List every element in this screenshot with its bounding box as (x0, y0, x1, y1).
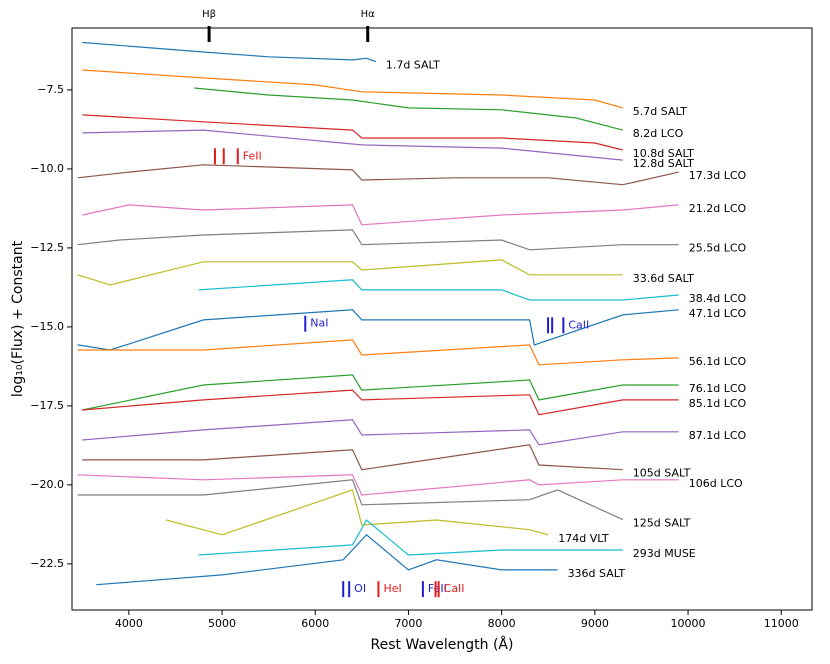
x-tick-label: 5000 (208, 617, 236, 630)
y-tick-label: −20.0 (30, 478, 64, 491)
line-marker-label: OI (354, 582, 366, 595)
series-label: 38.4d LCO (689, 292, 747, 305)
x-tick-label: 11000 (764, 617, 799, 630)
series-label: 1.7d SALT (386, 58, 440, 71)
spectrum (82, 69, 623, 109)
series-label: 5.7d SALT (633, 105, 687, 118)
series-label: 293d MUSE (633, 547, 696, 560)
spectrum (77, 339, 679, 366)
spectrum (82, 419, 679, 446)
series-label: 76.1d LCO (689, 382, 747, 395)
line-marker-label: FeII (243, 149, 262, 162)
y-tick-label: −22.5 (30, 557, 64, 570)
series-label: 85.1d LCO (689, 397, 747, 410)
x-tick-label: 6000 (301, 617, 329, 630)
series-label: 25.5d LCO (689, 242, 747, 255)
series-label: 17.3d LCO (689, 169, 747, 182)
spectrum (194, 87, 623, 131)
line-marker-label: FeII (428, 582, 447, 595)
line-marker-label: CaII (568, 318, 589, 331)
x-tick-label: 7000 (394, 617, 422, 630)
plot-frame (71, 27, 813, 611)
series-label: 87.1d LCO (689, 429, 747, 442)
spectrum (165, 489, 549, 536)
spectrum (77, 229, 679, 251)
spectrum (82, 444, 623, 471)
y-tick-label: −15.0 (30, 320, 64, 333)
spectrum (77, 479, 624, 521)
spectrum (82, 129, 623, 161)
line-marker-label: NaI (310, 317, 328, 330)
series-label: 47.1d LCO (689, 307, 747, 320)
series-label: 336d SALT (568, 567, 626, 580)
y-tick-label: −10.0 (30, 162, 64, 175)
spectrum (96, 533, 558, 586)
x-tick-label: 10000 (671, 617, 706, 630)
series-label: 33.6d SALT (633, 272, 694, 285)
spectrum (82, 204, 679, 226)
x-tick-label: 4000 (115, 617, 143, 630)
x-axis-label: Rest Wavelength (Å) (371, 636, 514, 653)
series-label: 12.8d SALT (633, 157, 694, 170)
top-line-label: Hα (361, 9, 376, 20)
y-axis-label: log₁₀(Flux) + Constant (10, 240, 26, 397)
y-tick-label: −17.5 (30, 399, 64, 412)
spectrum (77, 259, 623, 286)
x-tick-label: 8000 (488, 617, 516, 630)
series-label: 125d SALT (633, 517, 691, 530)
spectrum (82, 41, 376, 63)
series-label: 106d LCO (689, 477, 743, 490)
series-label: 21.2d LCO (689, 202, 747, 215)
line-marker-label: HeI (383, 582, 401, 595)
series-label: 10.8d SALT (633, 147, 694, 160)
top-line-label: Hβ (202, 9, 216, 20)
spectrum (77, 474, 679, 496)
spectrum (77, 164, 679, 186)
spectrum (198, 279, 679, 301)
series-label: 174d VLT (558, 532, 609, 545)
y-tick-label: −7.5 (37, 83, 64, 96)
series-label: 8.2d LCO (633, 127, 684, 140)
spectrum (82, 389, 679, 416)
spectrum (82, 114, 623, 151)
series-label: 105d SALT (633, 467, 691, 480)
line-marker-label: CaII (444, 582, 465, 595)
spectrum (82, 374, 679, 411)
x-tick-label: 9000 (581, 617, 609, 630)
spectrum (77, 309, 679, 351)
series-label: 56.1d LCO (689, 355, 747, 368)
y-tick-label: −12.5 (30, 241, 64, 254)
spectrum (198, 519, 623, 556)
